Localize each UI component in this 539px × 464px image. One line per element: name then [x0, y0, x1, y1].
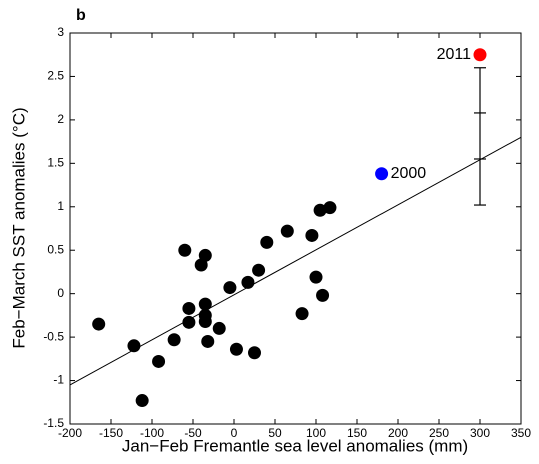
point [280, 224, 294, 238]
x-axis-label: Jan−Feb Fremantle sea level anomalies (m… [122, 436, 468, 455]
fit-line [69, 136, 522, 386]
y-tick-label: -1.5 [43, 416, 64, 430]
x-tick-label: 50 [268, 426, 282, 440]
x-tick-label: 250 [429, 426, 449, 440]
y-tick-label: -0.5 [43, 329, 64, 343]
point [198, 248, 212, 262]
plot-frame [69, 32, 522, 425]
point [167, 333, 181, 347]
point [309, 270, 323, 284]
y-tick-label: 1 [57, 199, 64, 213]
x-tick-label: 200 [388, 426, 408, 440]
point [135, 394, 149, 408]
point-label: 2011 [437, 46, 472, 63]
point [229, 342, 243, 356]
point [375, 167, 389, 181]
point [152, 354, 166, 368]
point [260, 235, 274, 249]
point [248, 346, 261, 360]
panel-label: b [76, 7, 86, 24]
y-tick-label: -1 [53, 373, 64, 387]
point [182, 301, 196, 315]
point [178, 243, 192, 257]
point [313, 203, 327, 217]
point-label: 2000 [391, 165, 427, 182]
point [295, 307, 309, 321]
y-tick-label: 0 [57, 286, 64, 300]
x-tick-label: 0 [231, 426, 238, 440]
point [92, 317, 106, 331]
x-tick-label: -100 [140, 426, 164, 440]
x-tick-label: 150 [347, 426, 367, 440]
x-tick-label: -150 [99, 426, 123, 440]
point [127, 339, 141, 353]
y-tick-label: 3 [57, 25, 64, 39]
point [198, 297, 212, 311]
x-tick-label: -200 [58, 426, 82, 440]
point [252, 263, 266, 277]
point [212, 321, 226, 335]
point [201, 334, 215, 348]
point [241, 275, 255, 289]
y-tick-label: 1.5 [47, 156, 64, 170]
point [223, 281, 237, 295]
y-tick-label: 0.5 [47, 242, 64, 256]
point [323, 201, 337, 215]
x-tick-label: 350 [511, 426, 531, 440]
y-tick-label: 2 [57, 112, 64, 126]
point [473, 48, 487, 62]
y-axis-label: Feb−March SST anomalies (°C) [9, 107, 28, 348]
point [182, 315, 196, 329]
y-tick-label: 2.5 [47, 69, 64, 83]
x-tick-label: 300 [470, 426, 490, 440]
point [305, 228, 319, 242]
point [316, 288, 330, 302]
point [198, 314, 212, 328]
x-tick-label: -50 [184, 426, 202, 440]
x-tick-label: 100 [306, 426, 326, 440]
